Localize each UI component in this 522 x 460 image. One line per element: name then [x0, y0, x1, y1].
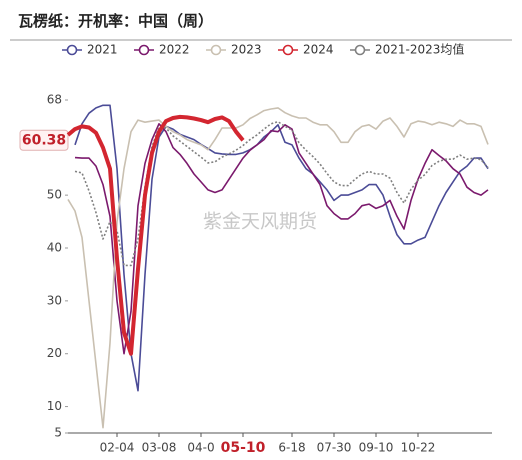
series-line: [74, 123, 489, 355]
watermark: 紫金天风期货: [203, 211, 317, 233]
y-tick-label: 40: [47, 241, 62, 255]
legend-marker: [66, 44, 78, 56]
legend-marker: [354, 44, 366, 56]
current-value-box: [19, 129, 69, 151]
legend-marker: [138, 44, 150, 56]
x-tick-label: 07-30: [317, 441, 352, 455]
legend-label: 2021: [87, 43, 118, 57]
x-tick-label: 09-10: [359, 441, 394, 455]
y-tick-label: 5: [54, 426, 62, 440]
x-tick-label: 6-18: [278, 441, 305, 455]
y-tick-label: 68: [47, 93, 62, 107]
legend-marker: [210, 44, 222, 56]
series-line: [74, 104, 489, 392]
x-tick-label: 04-0: [187, 441, 214, 455]
x-tick-label: 03-08: [142, 441, 177, 455]
legend-label: 2023: [231, 43, 262, 57]
series-line: [74, 120, 489, 267]
y-tick-label: 50: [47, 188, 62, 202]
y-tick-label: 10: [47, 399, 62, 413]
x-tick-label: 10-22: [401, 441, 436, 455]
series-line: [67, 107, 489, 429]
current-value-label: 60.38: [22, 132, 66, 148]
legend-marker: [282, 44, 294, 56]
y-tick-label: 20: [47, 346, 62, 360]
legend-label: 2021-2023均值: [375, 42, 464, 57]
x-tick-label: 05-10: [221, 440, 266, 456]
chart-title: 瓦楞纸：开机率：中国（周）: [18, 12, 213, 30]
y-tick-label: 30: [47, 293, 62, 307]
x-tick-label: 02-04: [100, 441, 135, 455]
legend-label: 2024: [303, 43, 334, 57]
legend-label: 2022: [159, 43, 190, 57]
series-line: [66, 114, 245, 356]
